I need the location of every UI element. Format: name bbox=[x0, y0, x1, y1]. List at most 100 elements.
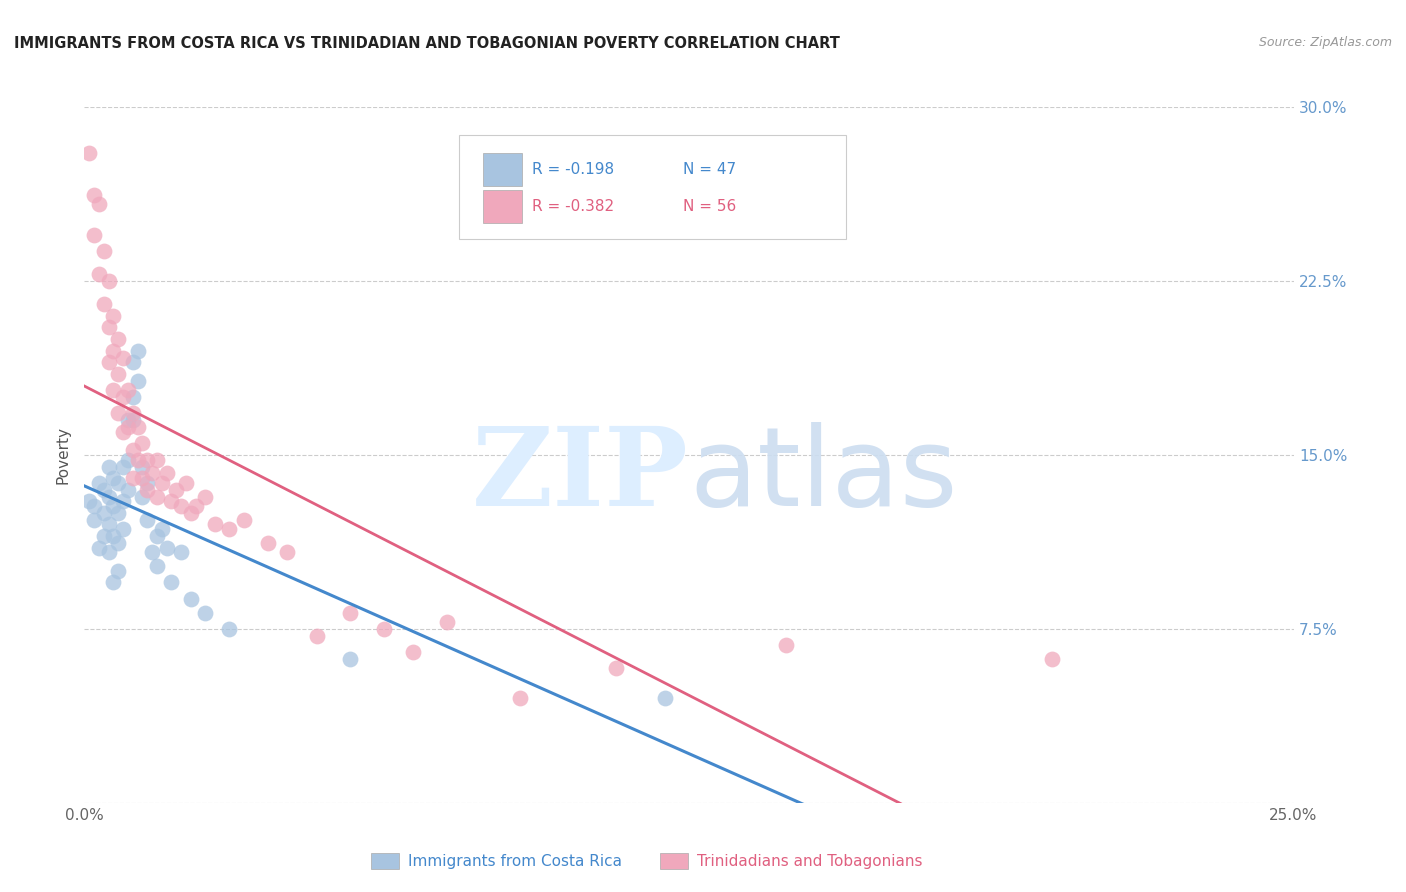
Point bbox=[276, 545, 298, 559]
Point bbox=[402, 645, 425, 659]
Point bbox=[136, 513, 159, 527]
Point bbox=[93, 529, 115, 543]
Point bbox=[112, 390, 135, 404]
Point bbox=[146, 559, 169, 574]
Text: R = -0.382: R = -0.382 bbox=[531, 199, 614, 214]
FancyBboxPatch shape bbox=[460, 135, 846, 239]
Point bbox=[775, 638, 797, 652]
Point bbox=[107, 367, 129, 381]
Point bbox=[194, 606, 217, 620]
Point bbox=[117, 413, 139, 427]
Point bbox=[112, 351, 135, 365]
Point bbox=[103, 343, 125, 358]
Point bbox=[127, 452, 149, 467]
Point bbox=[97, 320, 120, 334]
Point bbox=[155, 541, 177, 555]
Point bbox=[180, 591, 202, 606]
Point bbox=[204, 517, 226, 532]
Point bbox=[121, 443, 143, 458]
Point bbox=[339, 652, 361, 666]
Point bbox=[107, 406, 129, 420]
Point bbox=[103, 575, 125, 590]
Point bbox=[141, 467, 163, 481]
Point bbox=[146, 529, 169, 543]
Point bbox=[97, 517, 120, 532]
Point bbox=[103, 529, 125, 543]
Point bbox=[184, 499, 207, 513]
Point bbox=[136, 475, 159, 490]
Point bbox=[117, 383, 139, 397]
Point bbox=[233, 513, 256, 527]
Point bbox=[150, 522, 173, 536]
Point bbox=[305, 629, 328, 643]
Point bbox=[97, 545, 120, 559]
Point bbox=[136, 483, 159, 497]
Point bbox=[218, 522, 240, 536]
Point bbox=[218, 622, 240, 636]
Point bbox=[103, 309, 125, 323]
Point bbox=[155, 467, 177, 481]
Point bbox=[112, 459, 135, 474]
Point bbox=[117, 483, 139, 497]
Point bbox=[170, 545, 193, 559]
Legend: Immigrants from Costa Rica, Trinidadians and Tobagonians: Immigrants from Costa Rica, Trinidadians… bbox=[366, 847, 928, 875]
Point bbox=[146, 452, 169, 467]
Point bbox=[146, 490, 169, 504]
Point bbox=[103, 383, 125, 397]
Point bbox=[509, 691, 531, 706]
Point bbox=[107, 564, 129, 578]
Point bbox=[83, 499, 105, 513]
Point bbox=[103, 499, 125, 513]
Point bbox=[97, 274, 120, 288]
Point bbox=[121, 413, 143, 427]
Point bbox=[127, 343, 149, 358]
Point bbox=[107, 536, 129, 550]
Point bbox=[87, 197, 110, 211]
Point bbox=[93, 244, 115, 258]
Point bbox=[117, 420, 139, 434]
Point bbox=[121, 355, 143, 369]
Point bbox=[174, 475, 197, 490]
Point bbox=[121, 406, 143, 420]
Point bbox=[121, 471, 143, 485]
Point bbox=[77, 494, 100, 508]
Point bbox=[194, 490, 217, 504]
Point bbox=[339, 606, 361, 620]
Point bbox=[112, 522, 135, 536]
Text: ZIP: ZIP bbox=[472, 422, 689, 529]
Point bbox=[160, 494, 183, 508]
Point bbox=[141, 545, 163, 559]
Point bbox=[127, 374, 149, 388]
Point bbox=[131, 471, 153, 485]
Point bbox=[97, 490, 120, 504]
Point bbox=[103, 471, 125, 485]
Point bbox=[77, 146, 100, 161]
Point bbox=[87, 475, 110, 490]
Point bbox=[107, 506, 129, 520]
Point bbox=[150, 475, 173, 490]
Text: N = 56: N = 56 bbox=[683, 199, 737, 214]
FancyBboxPatch shape bbox=[484, 153, 522, 186]
Point bbox=[131, 459, 153, 474]
Point bbox=[93, 506, 115, 520]
Point bbox=[165, 483, 187, 497]
Point bbox=[87, 267, 110, 281]
Point bbox=[107, 475, 129, 490]
FancyBboxPatch shape bbox=[484, 190, 522, 223]
Point bbox=[654, 691, 676, 706]
Point bbox=[180, 506, 202, 520]
Point bbox=[112, 425, 135, 439]
Point bbox=[121, 390, 143, 404]
Point bbox=[127, 420, 149, 434]
Text: IMMIGRANTS FROM COSTA RICA VS TRINIDADIAN AND TOBAGONIAN POVERTY CORRELATION CHA: IMMIGRANTS FROM COSTA RICA VS TRINIDADIA… bbox=[14, 36, 839, 51]
Point bbox=[131, 436, 153, 450]
Point bbox=[257, 536, 280, 550]
Point bbox=[83, 188, 105, 202]
Point bbox=[112, 494, 135, 508]
Point bbox=[436, 615, 458, 629]
Point bbox=[170, 499, 193, 513]
Point bbox=[87, 541, 110, 555]
Text: Source: ZipAtlas.com: Source: ZipAtlas.com bbox=[1258, 36, 1392, 49]
Point bbox=[117, 452, 139, 467]
Point bbox=[107, 332, 129, 346]
